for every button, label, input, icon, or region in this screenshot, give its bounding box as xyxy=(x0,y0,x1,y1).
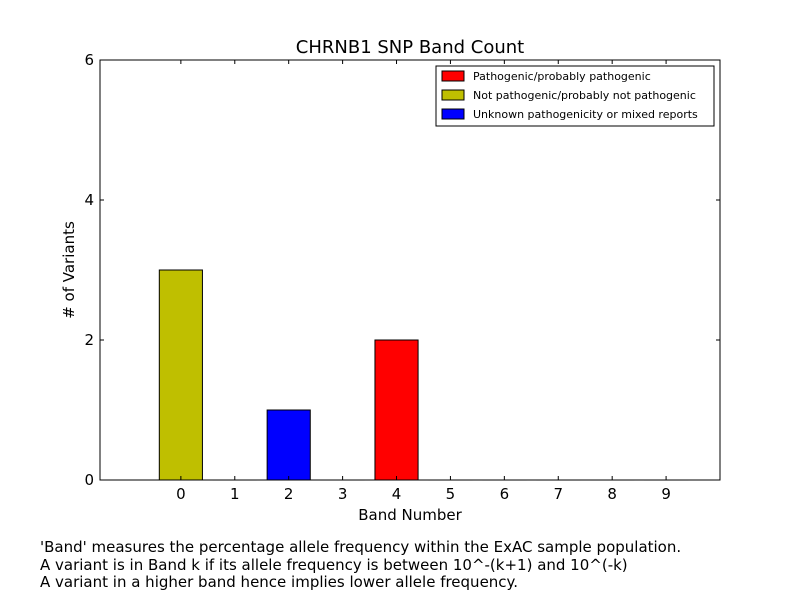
x-tick-label: 5 xyxy=(446,485,456,503)
legend-swatch xyxy=(441,108,465,120)
caption-line: 'Band' measures the percentage allele fr… xyxy=(40,538,682,556)
x-tick-label: 7 xyxy=(553,485,563,503)
x-tick-label: 8 xyxy=(607,485,617,503)
legend-frame xyxy=(435,65,715,127)
x-tick-label: 3 xyxy=(338,485,348,503)
x-tick-label: 2 xyxy=(284,485,294,503)
bar-band-4 xyxy=(374,339,419,481)
caption-line: A variant in a higher band hence implies… xyxy=(40,573,519,591)
y-tick-label: 0 xyxy=(84,471,94,489)
y-tick-label: 6 xyxy=(84,51,94,69)
x-tick-label: 0 xyxy=(176,485,186,503)
legend-swatch xyxy=(441,70,465,82)
bars-layer xyxy=(158,269,689,481)
bar-band-0 xyxy=(158,269,203,481)
legend-swatch xyxy=(441,89,465,101)
y-axis-label: # of Variants xyxy=(60,221,78,319)
y-tick-label: 4 xyxy=(84,191,94,209)
x-axis-label: Band Number xyxy=(358,506,462,524)
chart-title: CHRNB1 SNP Band Count xyxy=(296,37,524,58)
ticks-layer: 0 1 2 3 4 5 6 7 8 9 0 2 4 6 xyxy=(84,51,720,503)
legend-label: Pathogenic/probably pathogenic xyxy=(473,70,651,83)
caption: 'Band' measures the percentage allele fr… xyxy=(40,538,790,592)
plot-frame xyxy=(99,59,721,481)
x-tick-label: 4 xyxy=(392,485,402,503)
x-tick-label: 1 xyxy=(230,485,240,503)
legend: Pathogenic/probably pathogenic Not pathog… xyxy=(435,65,715,127)
x-tick-label: 9 xyxy=(661,485,671,503)
legend-label: Unknown pathogenicity or mixed reports xyxy=(473,108,698,121)
x-tick-label: 6 xyxy=(500,485,510,503)
legend-label: Not pathogenic/probably not pathogenic xyxy=(473,89,696,102)
y-tick-label: 2 xyxy=(84,331,94,349)
bar-band-2 xyxy=(266,409,311,481)
caption-line: A variant is in Band k if its allele fre… xyxy=(40,555,628,574)
